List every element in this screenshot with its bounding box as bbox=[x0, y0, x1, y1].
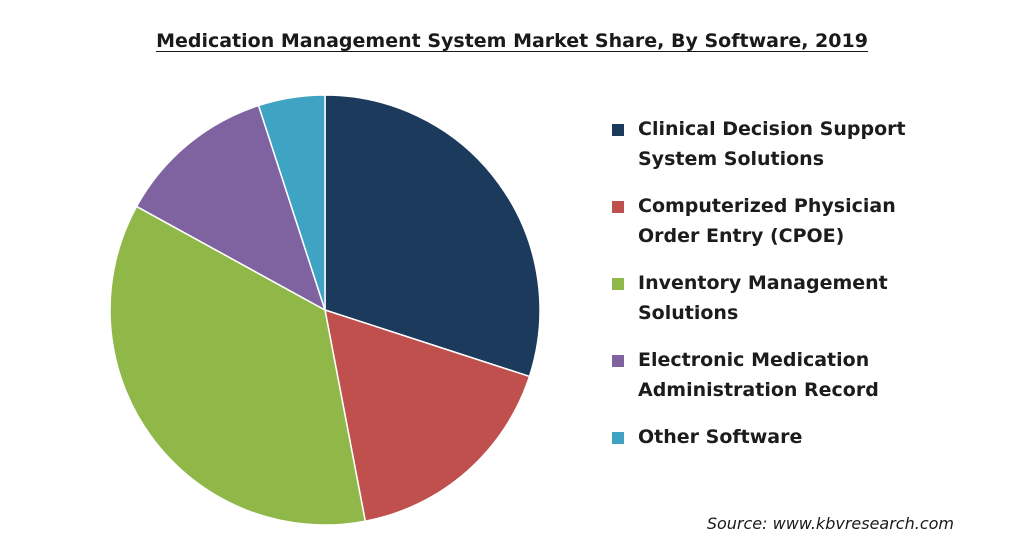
pie-slice-4 bbox=[257, 94, 326, 311]
legend-swatch-3 bbox=[612, 355, 624, 367]
legend-label-1: Computerized Physician Order Entry (CPOE… bbox=[638, 195, 896, 247]
legend-entry-2: Inventory Management Solutions bbox=[612, 268, 942, 328]
pie-slice-3 bbox=[135, 104, 327, 312]
legend-label-2: Inventory Management Solutions bbox=[638, 272, 888, 324]
legend-entry-1: Computerized Physician Order Entry (CPOE… bbox=[612, 191, 942, 251]
pie-slice-0 bbox=[324, 94, 541, 378]
legend-swatch-0 bbox=[612, 124, 624, 136]
source-note: Source: www.kbvresearch.com bbox=[706, 514, 954, 533]
pie-chart bbox=[109, 94, 541, 526]
legend-swatch-1 bbox=[612, 201, 624, 213]
legend-label-0: Clinical Decision Support System Solutio… bbox=[638, 118, 906, 170]
legend-label-3: Electronic Medication Administration Rec… bbox=[638, 349, 879, 401]
pie-slice-2 bbox=[109, 205, 367, 526]
legend: Clinical Decision Support System Solutio… bbox=[612, 114, 942, 469]
legend-entry-4: Other Software bbox=[612, 422, 942, 452]
legend-label-4: Other Software bbox=[638, 426, 803, 448]
legend-swatch-4 bbox=[612, 432, 624, 444]
chart-title: Medication Management System Market Shar… bbox=[156, 30, 868, 52]
legend-entry-3: Electronic Medication Administration Rec… bbox=[612, 345, 942, 405]
legend-entry-0: Clinical Decision Support System Solutio… bbox=[612, 114, 942, 174]
pie-slice-1 bbox=[324, 308, 531, 523]
legend-swatch-2 bbox=[612, 278, 624, 290]
